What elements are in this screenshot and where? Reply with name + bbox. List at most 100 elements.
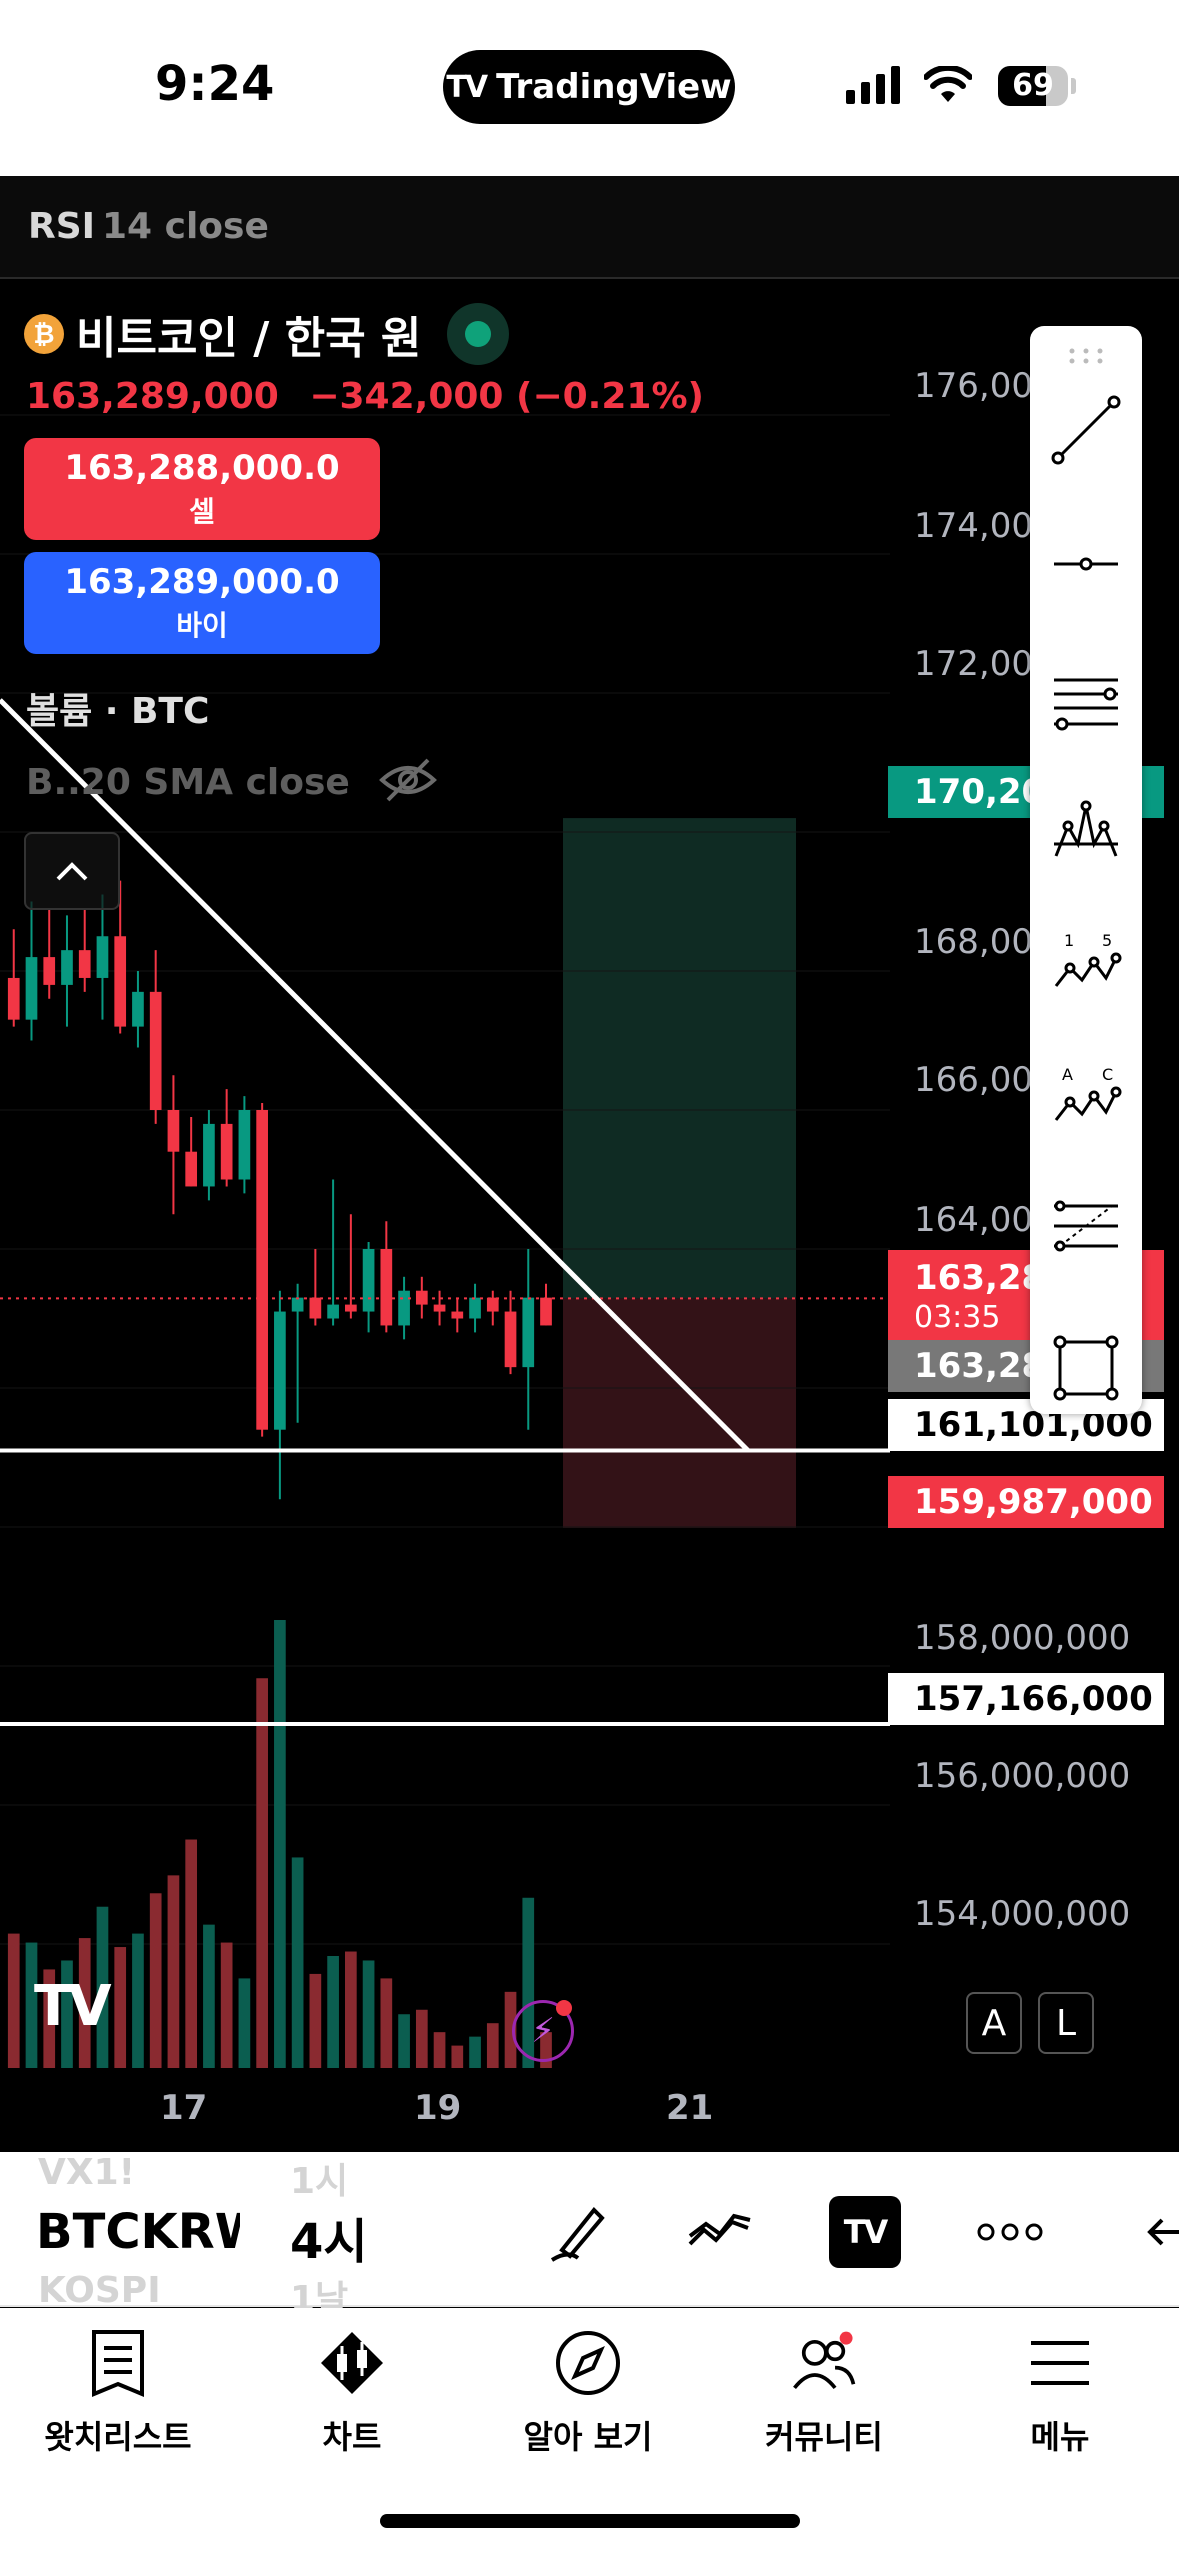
date-axis-label: 17 — [160, 2088, 208, 2128]
more-button[interactable] — [974, 2196, 1046, 2268]
price-axis-label: 168,00 — [914, 922, 1033, 962]
flash-icon[interactable]: ⚡ — [512, 2000, 574, 2062]
rsi-params: 14 close — [102, 206, 269, 247]
head-shoulders-icon — [1054, 800, 1118, 857]
sell-price: 163,288,000.0 — [64, 448, 340, 488]
auto-scale-button[interactable]: A — [966, 1992, 1022, 2054]
volume-bar — [149, 1893, 162, 2068]
stop-zone — [563, 1298, 796, 1528]
candle-body — [78, 950, 91, 978]
candle-body — [469, 1297, 481, 1319]
candle-body — [256, 1110, 268, 1430]
sell-label: 셀 — [189, 495, 215, 528]
symbol-selector[interactable]: BTCKRW — [36, 2204, 240, 2260]
volume-bar — [415, 2009, 428, 2068]
menu-icon — [1031, 2341, 1089, 2385]
candle-body — [185, 1151, 198, 1187]
prev-timeframe[interactable]: 1시 — [290, 2161, 349, 2202]
volume-legend[interactable]: 볼륨 · BTC — [26, 691, 210, 732]
symbol-price-line: 163,289,000 −342,000 (−0.21%) — [26, 376, 704, 417]
price-axis-label: 158,000,000 — [914, 1618, 1131, 1658]
candle-body — [380, 1249, 393, 1326]
volume-bar — [43, 1969, 56, 2068]
candle-body — [451, 1311, 464, 1319]
timeframe-selector[interactable]: 4시 — [290, 2214, 368, 2270]
battery-cap — [1071, 78, 1076, 94]
volume-bar — [96, 1906, 109, 2068]
volume-bar — [238, 1978, 251, 2068]
indicators-button[interactable] — [684, 2196, 756, 2268]
date-axis-label: 21 — [666, 2088, 714, 2128]
tradingview-button[interactable]: TV — [829, 2196, 901, 2268]
volume-bar — [327, 1956, 339, 2068]
fib-retracement-tool[interactable] — [1044, 1184, 1128, 1268]
bar-countdown: 03:35 — [914, 1300, 1001, 1335]
date-axis-label: 19 — [414, 2088, 462, 2128]
volume-bar — [398, 2014, 410, 2068]
sell-button[interactable]: 163,288,000.0 셀 — [24, 438, 380, 540]
trend-line-tool[interactable] — [1044, 388, 1128, 472]
prev-symbol[interactable]: VX1! — [38, 2152, 136, 2193]
chart-canvas[interactable] — [0, 280, 1179, 2152]
symbol-title[interactable]: 비트코인 / 한국 원 — [76, 313, 422, 364]
rsi-indicator-bar[interactable]: RSI 14 close — [0, 176, 1179, 279]
tab-label: 차트 — [322, 2418, 382, 2456]
candle-body — [238, 1110, 251, 1180]
rsi-name: RSI — [28, 206, 96, 247]
candle-body — [291, 1297, 304, 1312]
volume-bar — [291, 1857, 304, 2068]
horizontal-ray-tool[interactable] — [1044, 522, 1128, 606]
cellular-signal-icon — [846, 66, 900, 104]
drawing-button[interactable] — [544, 2196, 616, 2268]
candle-body — [327, 1304, 339, 1319]
price-axis-label: 166,00 — [914, 1060, 1033, 1100]
log-scale-button[interactable]: L — [1038, 1992, 1094, 2054]
volume-bar — [469, 2036, 481, 2068]
symbol-header[interactable]: ₿ 비트코인 / 한국 원 — [24, 302, 510, 366]
volume-bar — [433, 2032, 446, 2068]
next-symbol[interactable]: KOSPI — [38, 2270, 161, 2311]
tab-menu[interactable]: 메뉴 — [950, 2328, 1170, 2458]
parallel-channel-tool[interactable] — [1044, 660, 1128, 744]
volume-bar — [309, 1973, 322, 2068]
compass-icon — [556, 2331, 620, 2395]
bitcoin-icon: ₿ — [24, 314, 64, 354]
volume-bar — [185, 1839, 198, 2068]
sma-legend[interactable]: B..20 SMA close — [26, 762, 350, 803]
stop-loss-tag: 159,987,000 — [888, 1476, 1164, 1528]
candle-body — [220, 1123, 233, 1180]
rectangle-tool[interactable] — [1044, 1326, 1128, 1410]
tab-label: 메뉴 — [1030, 2418, 1090, 2456]
volume-bar — [167, 1875, 180, 2068]
tradingview-pill[interactable]: TV TradingView — [443, 50, 735, 124]
volume-bar — [25, 1942, 38, 2068]
hidden-eye-icon[interactable] — [378, 756, 438, 804]
candle-body — [7, 977, 20, 1020]
volume-bar — [132, 1933, 144, 2068]
volume-bar — [486, 2023, 499, 2068]
current-price-value: 163,28 — [914, 1258, 1046, 1298]
tradingview-pill-label: TradingView — [496, 67, 732, 107]
tab-explore[interactable]: 알아 보기 — [478, 2328, 698, 2458]
collapse-legend-button[interactable] — [24, 832, 120, 910]
tab-chart[interactable]: 차트 — [242, 2328, 462, 2458]
pattern-tool[interactable] — [1044, 790, 1128, 874]
svg-text:5: 5 — [1102, 931, 1112, 950]
candle-body — [274, 1311, 286, 1430]
drag-handle-icon[interactable] — [1066, 346, 1106, 366]
battery-fill — [998, 66, 1047, 106]
tab-label: 알아 보기 — [523, 2418, 653, 2456]
scroll-left-button[interactable] — [1140, 2196, 1179, 2268]
volume-bar — [7, 1933, 20, 2068]
price-change: −342,000 (−0.21%) — [309, 376, 704, 417]
rectangle-icon — [1053, 1335, 1119, 1401]
wifi-icon — [924, 66, 972, 102]
tab-community[interactable]: 커뮤니티 — [714, 2328, 934, 2458]
buy-button[interactable]: 163,289,000.0 바이 — [24, 552, 380, 654]
tab-watchlist[interactable]: 왓치리스트 — [8, 2328, 228, 2458]
